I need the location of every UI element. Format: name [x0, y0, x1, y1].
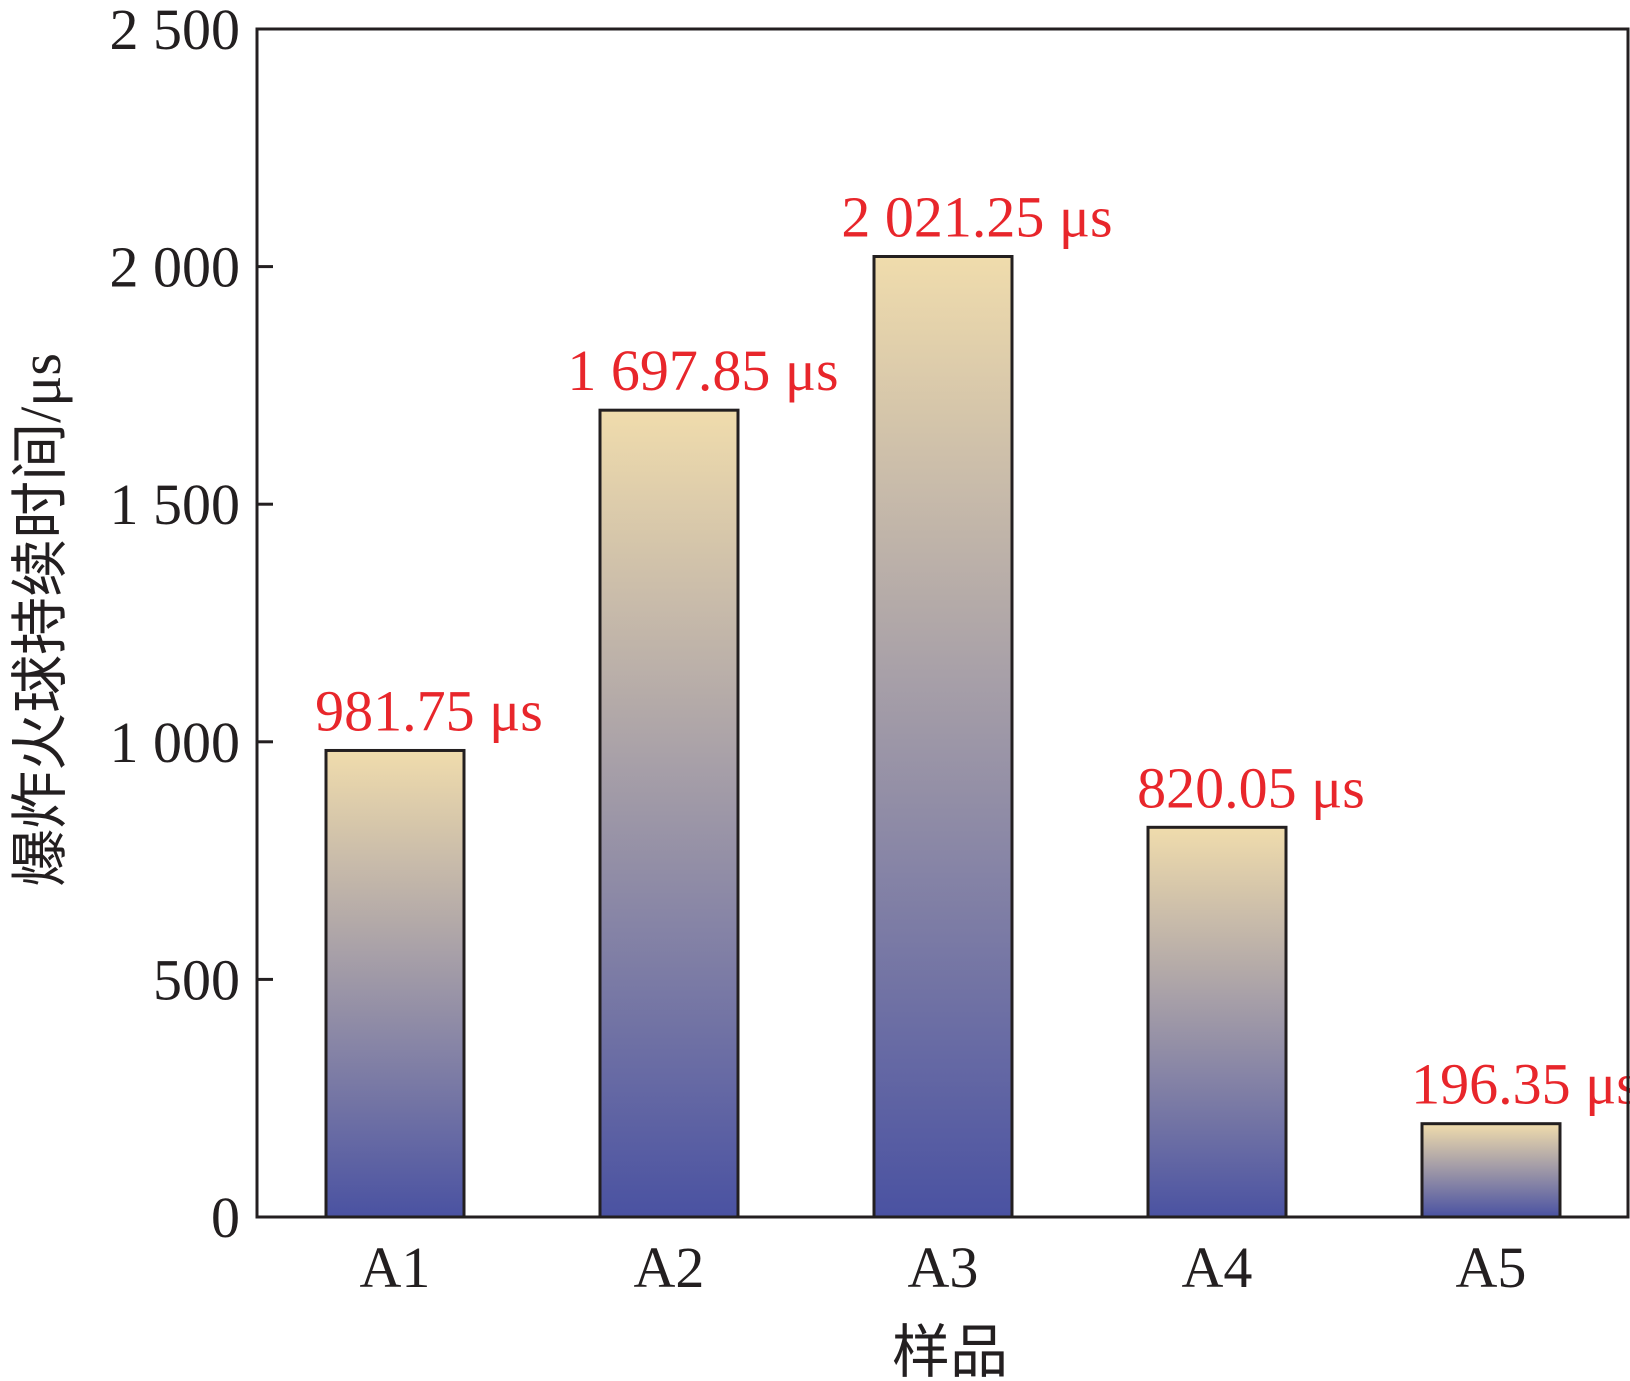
bar-a5 [1420, 1122, 1562, 1219]
x-axis-title: 样品 [892, 1320, 1008, 1381]
data-label-a2: 1 697.85 μs [567, 338, 838, 403]
bar-a4 [1146, 825, 1288, 1219]
x-tick-label-a1: A1 [360, 1235, 431, 1300]
data-label-a1: 981.75 μs [315, 678, 543, 743]
x-tick-label-a2: A2 [634, 1235, 705, 1300]
y-tick-label: 1 000 [110, 710, 241, 775]
bar-a2 [598, 408, 740, 1219]
data-label-a5: 196.35 μs [1411, 1052, 1630, 1117]
y-axis: 0 500 1 000 1 500 2 000 2 500 [110, 0, 273, 1250]
y-tick-label: 2 000 [110, 235, 241, 300]
data-label-a3: 2 021.25 μs [841, 185, 1112, 250]
bar-a3 [872, 255, 1014, 1219]
y-tick-label: 0 [211, 1185, 240, 1250]
y-tick-label: 1 500 [110, 472, 241, 537]
bars [324, 255, 1562, 1219]
x-axis: A1 A2 A3 A4 A5 [360, 1235, 1527, 1300]
data-labels: 981.75 μs 1 697.85 μs 2 021.25 μs 820.05 μs… [315, 185, 1630, 1117]
y-tick-label: 2 500 [110, 0, 241, 62]
plot-frame [255, 27, 1630, 1219]
x-tick-label-a3: A3 [908, 1235, 979, 1300]
x-tick-label-a4: A4 [1182, 1235, 1253, 1300]
bar-a1 [324, 748, 466, 1219]
y-tick-label: 500 [153, 947, 240, 1012]
x-tick-label-a5: A5 [1456, 1235, 1527, 1300]
y-axis-title: 爆炸火球持续时间/μs [8, 353, 73, 887]
data-label-a4: 820.05 μs [1137, 755, 1365, 820]
